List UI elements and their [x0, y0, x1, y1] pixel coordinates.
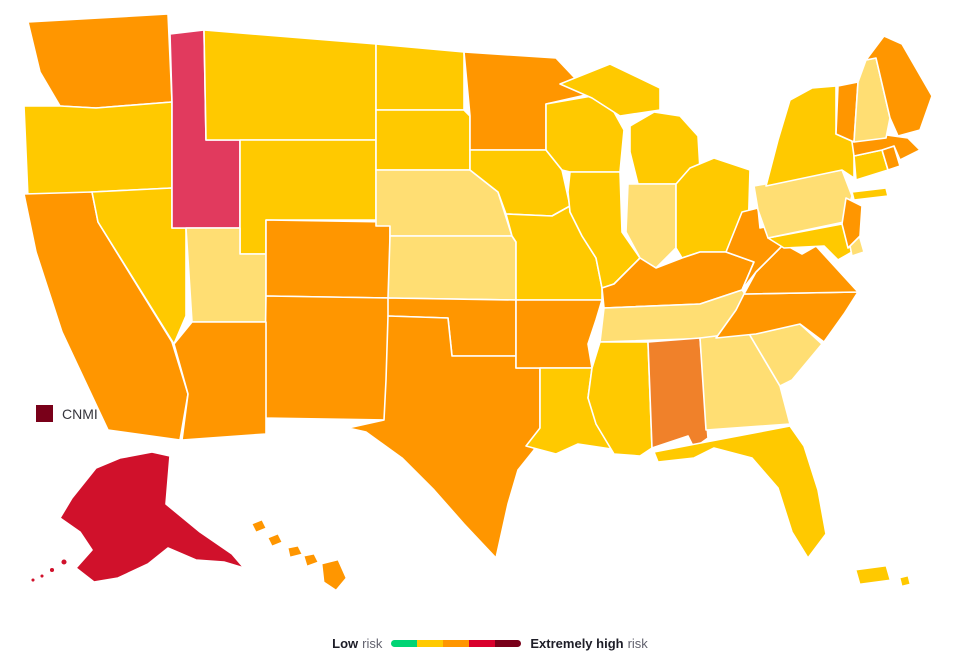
legend-low-label: Low risk — [332, 637, 382, 650]
state-new-york-long-island[interactable] — [851, 187, 889, 201]
state-north-dakota[interactable] — [375, 43, 465, 111]
legend-bar — [391, 640, 522, 647]
state-arizona[interactable] — [173, 321, 267, 441]
state-maine[interactable] — [865, 35, 933, 137]
state-hawaii-island[interactable] — [251, 519, 267, 533]
state-new-mexico[interactable] — [263, 295, 391, 421]
state-south-dakota[interactable] — [375, 109, 471, 171]
cnmi-label: CNMI — [62, 405, 98, 422]
state-new-york[interactable] — [765, 85, 889, 201]
state-arkansas[interactable] — [515, 299, 603, 369]
state-oregon[interactable] — [23, 101, 173, 199]
state-us-virgin-islands[interactable] — [899, 575, 911, 587]
cnmi-swatch[interactable] — [36, 405, 53, 422]
state-hawaii-island[interactable] — [267, 533, 283, 547]
state-puerto-rico[interactable] — [855, 565, 891, 585]
legend-high-label: Extremely high risk — [530, 637, 647, 650]
legend-low-label-rest: risk — [362, 636, 383, 651]
state-north-carolina[interactable] — [715, 291, 859, 343]
state-new-jersey[interactable] — [841, 197, 863, 249]
state-hawaii[interactable] — [251, 519, 347, 591]
legend-low-label-bold: Low — [332, 636, 359, 651]
state-alaska-aleutian-island[interactable] — [60, 558, 68, 566]
state-montana[interactable] — [203, 29, 377, 141]
legend-high-label-bold: Extremely high — [530, 636, 624, 651]
cnmi-item[interactable]: CNMI — [36, 405, 98, 422]
state-hawaii-island[interactable] — [287, 545, 303, 558]
legend-color-segment — [417, 640, 444, 647]
state-alaska-aleutian-island[interactable] — [49, 567, 55, 573]
state-washington[interactable] — [27, 13, 173, 109]
risk-legend: Low risk Extremely high risk — [0, 637, 980, 650]
legend-color-segment — [469, 640, 496, 647]
state-michigan-upper-peninsula[interactable] — [559, 63, 661, 117]
state-alabama[interactable] — [647, 337, 709, 449]
state-alaska[interactable] — [30, 451, 245, 583]
state-hawaii-island[interactable] — [303, 553, 319, 567]
state-kansas[interactable] — [387, 235, 517, 301]
state-new-york-mainland[interactable] — [765, 85, 855, 187]
state-michigan[interactable] — [559, 63, 701, 185]
state-alaska-aleutian-island[interactable] — [30, 577, 36, 583]
legend-color-segment — [391, 640, 418, 647]
state-colorado[interactable] — [265, 219, 391, 299]
state-alaska-mainland[interactable] — [59, 451, 245, 583]
state-florida[interactable] — [653, 425, 827, 559]
state-hawaii-big-island[interactable] — [321, 559, 347, 591]
legend-color-segment — [443, 640, 470, 647]
legend-color-segment — [495, 640, 522, 647]
choropleth-map — [23, 13, 933, 591]
legend-high-label-rest: risk — [627, 636, 648, 651]
state-alaska-aleutian-island[interactable] — [39, 573, 45, 579]
